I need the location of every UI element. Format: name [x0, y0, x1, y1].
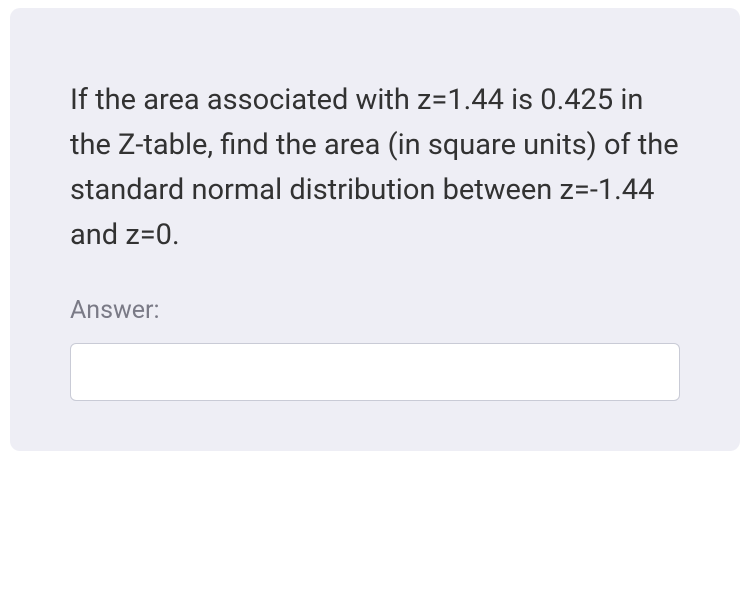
answer-label: Answer: [70, 296, 680, 325]
question-text: If the area associated with z=1.44 is 0.… [70, 78, 680, 258]
answer-input[interactable] [70, 343, 680, 401]
question-card: If the area associated with z=1.44 is 0.… [10, 8, 740, 451]
